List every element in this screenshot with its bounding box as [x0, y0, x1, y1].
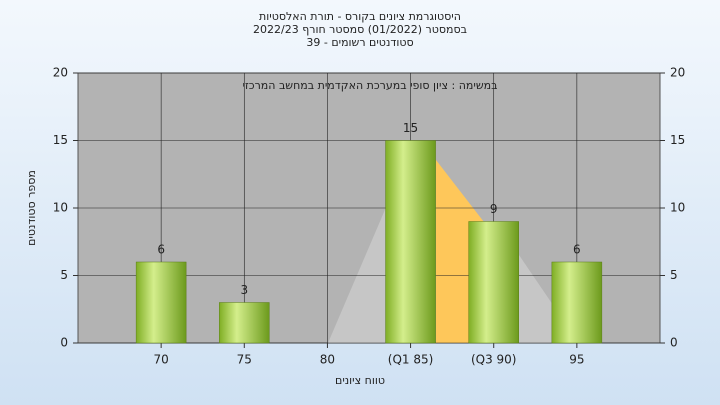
- annotation: במשימה : ציון סופי במערכת האקדמית במחשב …: [243, 79, 498, 92]
- value-label: 6: [157, 243, 165, 257]
- bar: [135, 261, 187, 344]
- distribution-shade: [519, 255, 553, 343]
- x-tick-label: 75: [237, 353, 252, 367]
- x-axis-label: טווח ציונים: [335, 374, 385, 387]
- bar: [385, 140, 436, 344]
- chart-title: היסטוגרמת ציונים בקורס - תורת האלסטיות: [259, 10, 461, 23]
- distribution-shade: [328, 205, 387, 343]
- value-label: 9: [490, 202, 498, 216]
- y2-tick-label: 20: [670, 66, 685, 80]
- y-tick-label: 15: [53, 133, 68, 147]
- x-tick-label: (Q3 90): [471, 353, 517, 367]
- y-tick-label: 5: [60, 268, 68, 282]
- bar: [551, 261, 603, 344]
- chart-subtitle: סטודנטים רשומים - 39: [306, 36, 413, 49]
- bar: [219, 302, 270, 344]
- y2-tick-label: 5: [670, 268, 678, 282]
- x-tick-label: 80: [320, 353, 335, 367]
- x-tick-label: 70: [154, 353, 169, 367]
- y-axis-label: מספר סטודנטים: [25, 170, 38, 246]
- value-label: 15: [403, 121, 418, 135]
- y2-tick-label: 15: [670, 133, 685, 147]
- value-label: 6: [573, 243, 581, 257]
- y2-tick-label: 10: [670, 201, 685, 215]
- value-label: 3: [240, 283, 248, 297]
- x-tick-label: (Q1 85): [388, 353, 434, 367]
- chart-subtitle: בסמסטר (01/2022) סמסטר חורף 2022/23: [253, 23, 467, 36]
- y-tick-label: 10: [53, 201, 68, 215]
- x-tick-label: 95: [569, 353, 584, 367]
- y-tick-label: 20: [53, 66, 68, 80]
- bar: [468, 221, 519, 344]
- y-tick-label: 0: [60, 336, 68, 350]
- y2-tick-label: 0: [670, 336, 678, 350]
